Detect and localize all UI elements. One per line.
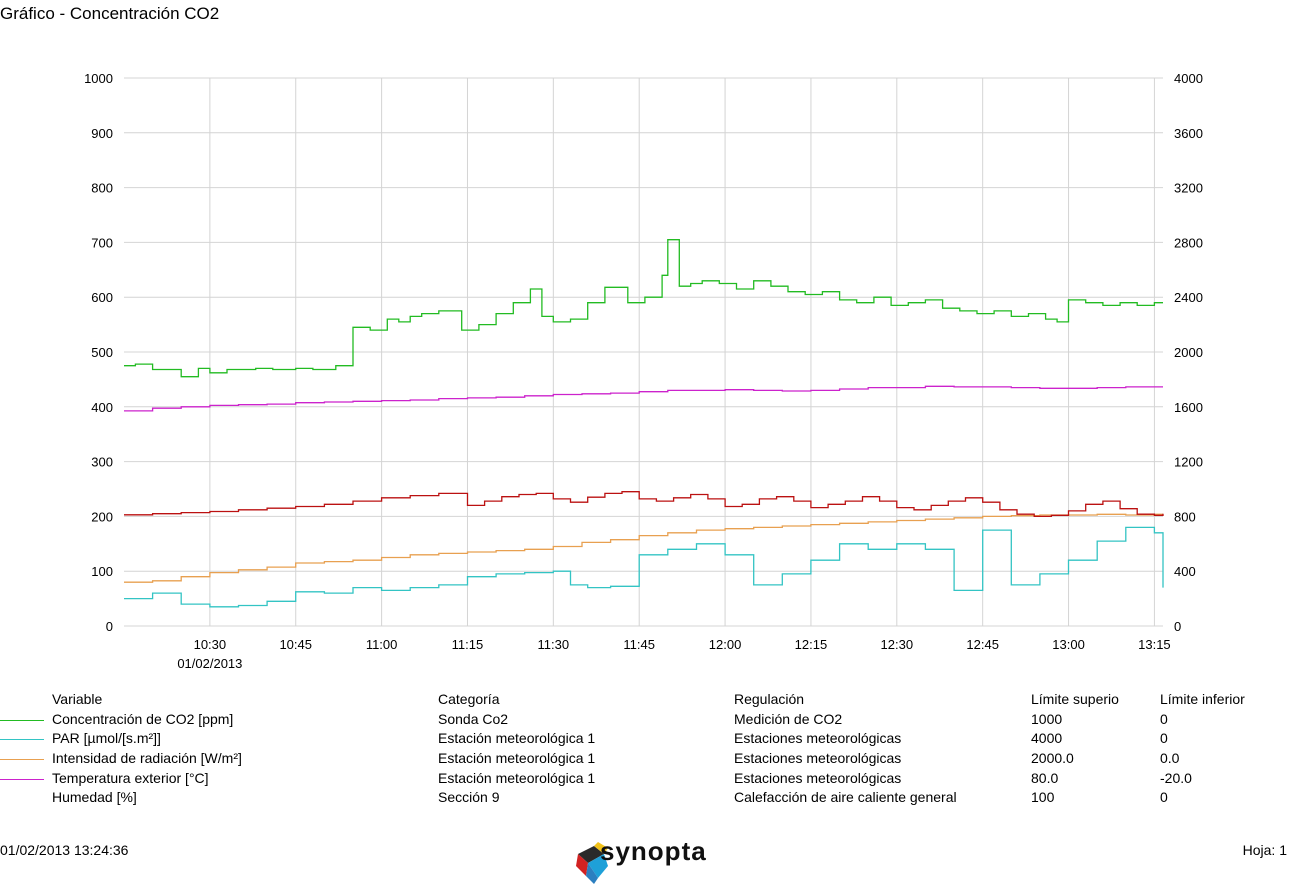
y-right-tick-label: 0 [1174,619,1181,634]
y-right-tick-label: 4000 [1174,71,1203,86]
legend-header-limite-inferior: Límite inferior [1160,691,1245,707]
legend-row: Intensidad de radiación [W/m²] Estación … [0,749,1290,769]
legend-row: PAR [µmol/[s.m²]] Estación meteorológica… [0,729,1290,749]
chart-svg: 0 0 100 400 200 800 300 1200 400 1600 500 2000 600 24… [84,71,1203,671]
legend-swatch [0,719,44,721]
legend-swatch [0,739,44,741]
legend-row: Humedad [%] Sección 9 Calefacción de air… [0,788,1290,808]
legend-limite-superior: 4000 [1031,730,1063,747]
legend-variable: Concentración de CO2 [ppm] [52,710,234,727]
x-tick-label: 12:45 [966,637,999,652]
legend-limite-inferior: 0 [1160,789,1168,806]
x-tick-label: 12:15 [795,637,828,652]
logo-wordmark: synopta [600,836,707,866]
legend-header-regulacion: Regulación [734,691,805,707]
legend-variable: Humedad [%] [52,789,137,806]
series-line [124,385,1163,412]
y-left-tick-label: 800 [91,181,113,196]
y-right-tick-label: 1600 [1174,400,1203,415]
y-right-tick-label: 2400 [1174,290,1203,305]
legend-header-variable: Variable [52,691,103,707]
legend-regulacion: Calefacción de aire caliente general [734,789,957,806]
legend-header-row: Variable Categoría Regulación Límite sup… [0,690,1290,710]
legend-header-limite-superior: Límite superio [1031,691,1119,707]
legend-limite-inferior: 0 [1160,730,1168,747]
legend-regulacion: Medición de CO2 [734,710,843,727]
legend-row: Temperatura exterior [°C] Estación meteo… [0,769,1290,789]
legend-limite-superior: 2000.0 [1031,750,1074,767]
y-right-tick-label: 2000 [1174,345,1203,360]
x-tick-label: 12:30 [881,637,914,652]
y-right-tick-label: 1200 [1174,455,1203,470]
legend-limite-superior: 100 [1031,789,1055,806]
series-line [124,513,1163,583]
legend-regulacion: Estaciones meteorológicas [734,769,902,786]
legend-regulacion: Estaciones meteorológicas [734,730,902,747]
y-right-tick-label: 3600 [1174,126,1203,141]
legend-header-categoria: Categoría [438,691,500,707]
legend-limite-inferior: 0 [1160,710,1168,727]
legend-limite-inferior: -20.0 [1160,769,1192,786]
x-tick-label: 10:45 [279,637,312,652]
y-right-tick-label: 3200 [1174,181,1203,196]
legend-regulacion: Estaciones meteorológicas [734,750,902,767]
x-tick-label: 11:45 [623,637,655,652]
y-left-tick-label: 300 [91,455,113,470]
x-tick-label: 10:30 [194,637,227,652]
series-line [124,491,1164,518]
x-tick-label: 13:00 [1052,637,1085,652]
legend-categoria: Estación meteorológica 1 [438,769,596,786]
y-left-tick-label: 200 [91,509,113,524]
legend-swatch [0,759,44,761]
legend-limite-superior: 1000 [1031,710,1063,727]
legend-table: Variable Categoría Regulación Límite sup… [0,690,1290,808]
legend-swatch [0,778,44,780]
synopta-logo: synopta [574,836,724,886]
series-line [124,526,1164,608]
x-tick-label: 12:00 [709,637,742,652]
x-tick-label: 13:15 [1138,637,1171,652]
y-left-tick-label: 100 [91,564,113,579]
y-left-tick-label: 0 [106,619,113,634]
legend-categoria: Estación meteorológica 1 [438,730,596,747]
cube-logo-icon [576,842,608,884]
series-line [124,239,1163,378]
legend-categoria: Sección 9 [438,789,500,806]
legend-row: Concentración de CO2 [ppm] Sonda Co2 Med… [0,710,1290,730]
x-tick-label: 11:00 [366,637,398,652]
y-right-tick-label: 2800 [1174,235,1203,250]
legend-limite-inferior: 0.0 [1160,750,1180,767]
legend-variable: Intensidad de radiación [W/m²] [52,750,242,767]
legend-categoria: Estación meteorológica 1 [438,750,596,767]
x-tick-label: 11:30 [538,637,570,652]
page-title: Gráfico - Concentración CO2 [0,4,220,23]
y-left-tick-label: 1000 [84,71,113,86]
legend-limite-superior: 80.0 [1031,769,1059,786]
page-number: Hoja: 1 [1242,842,1287,858]
y-right-tick-label: 800 [1174,509,1196,524]
printed-timestamp: 01/02/2013 13:24:36 [0,842,129,858]
y-left-tick-label: 500 [91,345,113,360]
y-right-tick-label: 400 [1174,564,1196,579]
y-left-tick-label: 700 [91,235,113,250]
legend-categoria: Sonda Co2 [438,710,509,727]
x-tick-label: 11:15 [452,637,484,652]
y-left-tick-label: 400 [91,400,113,415]
x-date-label: 01/02/2013 [177,656,242,671]
y-left-tick-label: 900 [91,126,113,141]
legend-variable: PAR [µmol/[s.m²]] [52,730,161,747]
y-left-tick-label: 600 [91,290,113,305]
legend-variable: Temperatura exterior [°C] [52,769,209,786]
